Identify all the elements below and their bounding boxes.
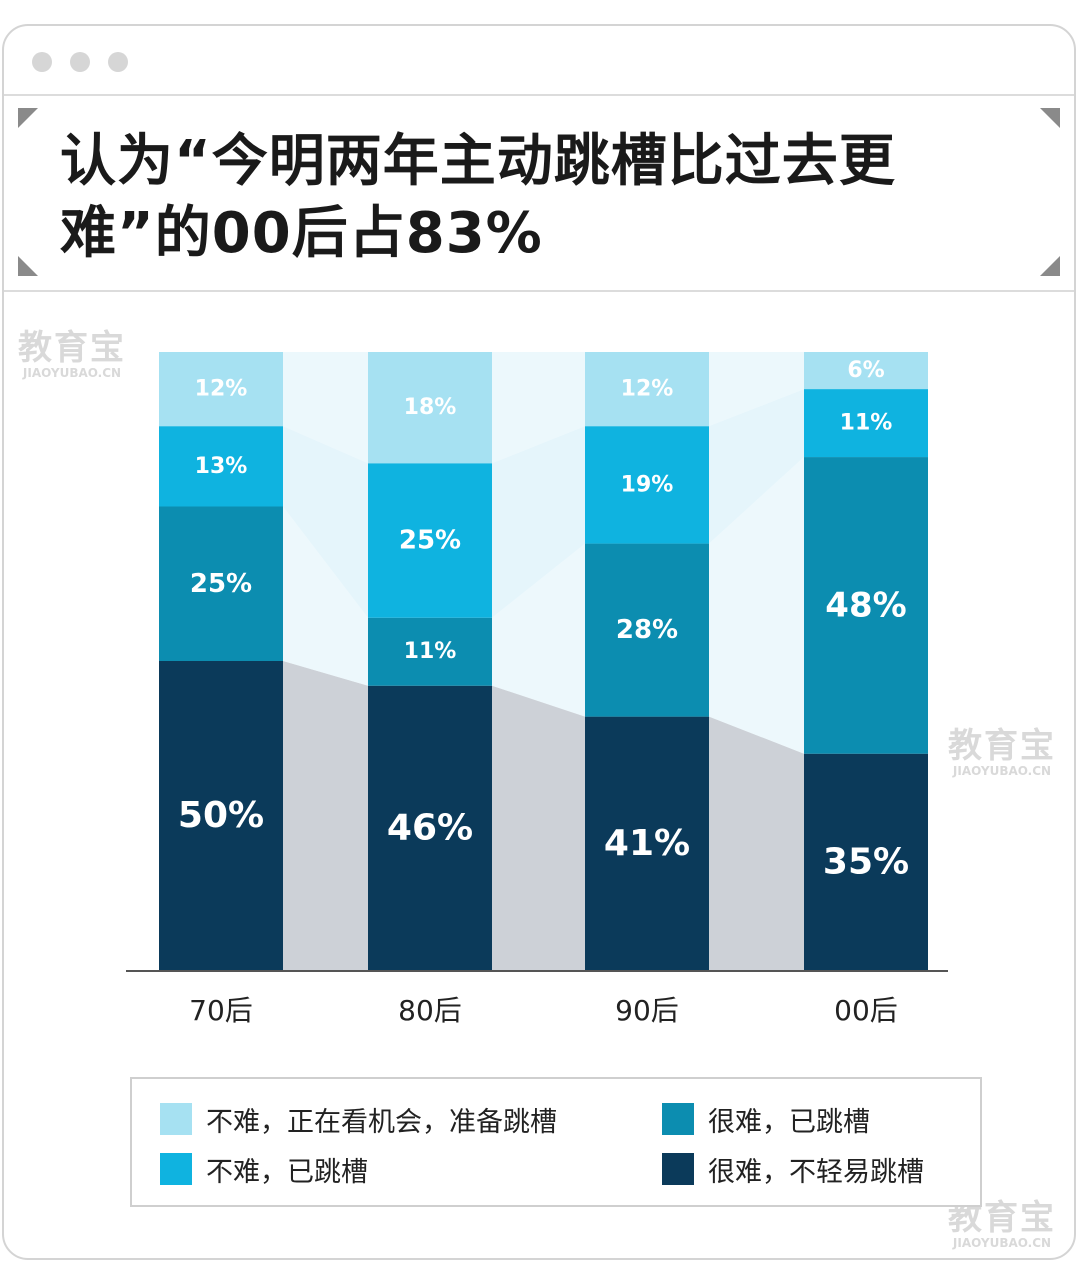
connector-band [709, 457, 804, 754]
corner-br-icon [1040, 256, 1060, 276]
legend-swatch [662, 1103, 694, 1135]
bar-segment [368, 685, 492, 970]
legend-label: 不难，正在看机会，准备跳槽 [206, 1106, 557, 1138]
window-dot-icon [70, 52, 90, 72]
legend-item: 很难，已跳槽 [662, 1101, 870, 1138]
connector-band [492, 426, 585, 618]
connector-band [283, 352, 368, 464]
data-label: 11% [404, 639, 457, 664]
data-label: 12% [195, 377, 248, 402]
x-tick-label: 00后 [834, 994, 898, 1027]
data-label: 25% [399, 525, 461, 555]
connector-band [492, 685, 585, 970]
window-bar [4, 26, 1074, 96]
bar-segment [804, 389, 928, 458]
data-label: 6% [847, 358, 884, 383]
legend-swatch [160, 1103, 192, 1135]
watermark-logo: 教育宝 JIAOYUBAO.CN [948, 726, 1056, 778]
connector-band [709, 389, 804, 544]
bar-segment [159, 352, 283, 427]
page-title: 认为“今明两年主动跳槽比过去更难”的00后占83% [60, 129, 896, 266]
bar-segment [368, 463, 492, 618]
connector-band [709, 352, 804, 427]
chart-legend: 不难，正在看机会，准备跳槽 很难，已跳槽 不难，已跳槽 很难，不轻易跳槽 [130, 1077, 982, 1207]
bar-segment [159, 506, 283, 661]
legend-swatch [160, 1153, 192, 1185]
connector-band [283, 661, 368, 970]
bar-segment [585, 543, 709, 717]
data-label: 11% [840, 411, 893, 436]
bar-segment [804, 753, 928, 970]
bar-segment [368, 352, 492, 464]
data-label: 13% [195, 454, 248, 479]
corner-tr-icon [1040, 108, 1060, 128]
data-label: 48% [825, 585, 906, 625]
bar-segment [804, 457, 928, 754]
bar-segment [159, 426, 283, 507]
legend-label: 很难，不轻易跳槽 [708, 1156, 924, 1188]
bar-segment [585, 352, 709, 427]
bar-segment [368, 617, 492, 686]
connector-band [283, 426, 368, 618]
watermark-logo: 教育宝 JIAOYUBAO.CN [948, 1198, 1056, 1250]
watermark-logo: 教育宝 JIAOYUBAO.CN [18, 328, 126, 380]
bar-segment [585, 426, 709, 544]
window-dot-icon [32, 52, 52, 72]
data-label: 50% [178, 795, 264, 836]
data-label: 25% [190, 569, 252, 599]
legend-swatch [662, 1153, 694, 1185]
x-tick-label: 80后 [398, 994, 462, 1027]
corner-bl-icon [18, 256, 38, 276]
connector-band [283, 506, 368, 686]
connector-band [492, 543, 585, 717]
bar-segment [804, 352, 928, 390]
legend-label: 很难，已跳槽 [708, 1106, 870, 1138]
bar-segment [159, 661, 283, 970]
bar-segment [585, 716, 709, 970]
connector-band [709, 716, 804, 970]
data-label: 35% [823, 841, 909, 882]
data-label: 28% [616, 615, 678, 645]
legend-label: 不难，已跳槽 [206, 1156, 368, 1188]
corner-tl-icon [18, 108, 38, 128]
data-label: 41% [604, 823, 690, 864]
data-label: 19% [621, 472, 674, 497]
legend-item: 很难，不轻易跳槽 [662, 1151, 924, 1188]
data-label: 18% [404, 395, 457, 420]
connector-band [492, 352, 585, 464]
legend-item: 不难，正在看机会，准备跳槽 [160, 1101, 557, 1138]
data-label: 12% [621, 377, 674, 402]
title-box: 认为“今明两年主动跳槽比过去更难”的00后占83% [4, 94, 1074, 292]
x-tick-label: 90后 [615, 994, 679, 1027]
x-tick-label: 70后 [189, 994, 253, 1027]
legend-item: 不难，已跳槽 [160, 1151, 368, 1188]
window-dot-icon [108, 52, 128, 72]
data-label: 46% [387, 807, 473, 848]
